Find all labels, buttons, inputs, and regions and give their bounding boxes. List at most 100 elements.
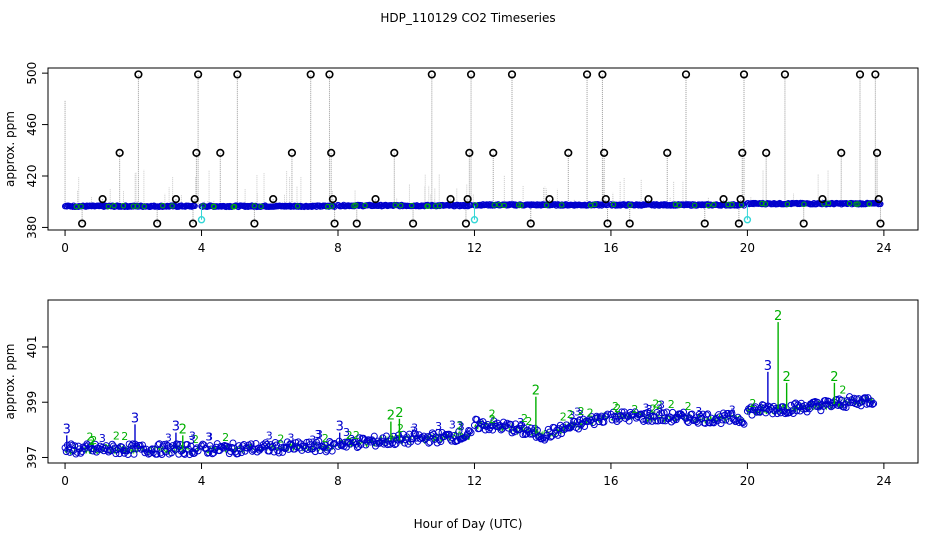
series-3-point — [63, 441, 71, 449]
secondary-point — [105, 203, 112, 210]
series-3-point — [280, 444, 288, 452]
series-2-marker: 2 — [86, 430, 93, 443]
outlier-point — [352, 219, 361, 228]
secondary-point — [518, 202, 524, 209]
outlier-point — [603, 219, 612, 228]
top-y-tick-label: 500 — [25, 62, 39, 85]
series-3-point — [500, 418, 508, 426]
outlier-point — [216, 148, 225, 157]
secondary-point — [120, 203, 127, 209]
series-3-point — [311, 448, 319, 456]
secondary-point — [472, 202, 479, 208]
series-3-point — [680, 408, 688, 416]
outlier-point — [390, 148, 399, 157]
outlier-point — [799, 219, 808, 228]
outlier-point — [465, 148, 474, 157]
secondary-point — [200, 203, 206, 209]
series-3-marker: 3 — [99, 432, 106, 445]
secondary-point — [846, 200, 853, 207]
series-3-point — [507, 420, 515, 428]
outlier-point — [564, 148, 573, 157]
series-3-marker: 3 — [206, 430, 213, 443]
outlier-point — [463, 195, 472, 204]
secondary-point — [362, 202, 368, 209]
secondary-point — [705, 202, 711, 209]
series-3-point — [652, 417, 660, 425]
chart-title: HDP_110129 CO2 Timeseries — [380, 11, 555, 25]
outlier-point — [601, 195, 610, 204]
series-2-marker: 2 — [560, 411, 567, 424]
secondary-point — [294, 203, 301, 209]
secondary-point — [610, 201, 617, 208]
series-3-point — [445, 430, 453, 438]
series-3-point — [281, 445, 289, 453]
series-2-marker: 2 — [650, 402, 657, 415]
secondary-point — [392, 202, 398, 208]
secondary-point — [134, 203, 140, 209]
baseline-point — [191, 202, 198, 210]
bottom-x-tick-label: 4 — [198, 474, 206, 488]
secondary-point — [676, 202, 682, 208]
top-x-tick-label: 8 — [334, 241, 342, 255]
peak-marker: 3 — [764, 359, 772, 374]
series-3-point — [126, 446, 134, 454]
series-2-marker: 2 — [322, 432, 329, 445]
series-3-point — [357, 441, 365, 449]
secondary-point — [855, 201, 861, 207]
outlier-point — [762, 148, 771, 157]
secondary-point — [73, 203, 80, 210]
secondary-point — [351, 203, 357, 209]
series-3-point — [181, 450, 189, 458]
series-3-point — [155, 440, 163, 448]
secondary-point — [866, 201, 872, 207]
outlier-point — [192, 148, 201, 157]
series-3-point — [602, 412, 610, 420]
series-3-point — [424, 433, 432, 441]
series-3-point — [67, 440, 75, 448]
outlier-point — [876, 219, 885, 228]
series-2-marker: 2 — [578, 405, 585, 418]
series-3-point — [618, 408, 626, 416]
secondary-point — [762, 201, 769, 207]
bottom-y-tick-label: 401 — [25, 336, 39, 359]
outlier-point — [526, 219, 535, 228]
series-3-point — [247, 440, 255, 448]
outlier-point — [325, 70, 334, 79]
outlier-point — [98, 195, 107, 204]
series-3-point — [533, 426, 541, 434]
bottom-x-tick-label: 12 — [467, 474, 482, 488]
secondary-point — [160, 202, 166, 209]
series-3-point — [77, 449, 85, 457]
series-3-point — [425, 439, 433, 447]
outlier-point — [736, 195, 745, 204]
series-3-point — [688, 410, 696, 418]
series-2-marker: 2 — [90, 434, 97, 447]
series-2-marker: 2 — [567, 408, 574, 421]
secondary-point — [515, 202, 522, 208]
series-2-marker: 2 — [668, 398, 675, 411]
outlier-point — [837, 148, 846, 157]
series-3-marker: 3 — [457, 419, 464, 432]
series-2-marker: 2 — [749, 397, 756, 410]
series-3-point — [797, 399, 805, 407]
series-3-marker: 3 — [517, 416, 524, 429]
outlier-point — [739, 70, 749, 79]
series-3-point — [283, 438, 291, 446]
series-2-marker: 2 — [652, 398, 659, 411]
secondary-point — [111, 202, 117, 209]
series-2-marker: 2 — [612, 400, 619, 413]
series-3-point — [653, 408, 661, 416]
baseline-point — [875, 201, 882, 208]
secondary-point — [729, 201, 735, 208]
series-3-point — [223, 442, 231, 450]
top-plot-frame — [47, 67, 919, 231]
series-3-point — [740, 420, 748, 428]
series-3-point — [722, 416, 730, 424]
series-3-point — [581, 423, 589, 431]
series-3-point — [352, 440, 360, 448]
series-2-marker: 2 — [113, 430, 120, 443]
outlier-point — [507, 70, 517, 79]
series-3-point — [770, 402, 778, 410]
series-3-point — [370, 432, 378, 440]
series-3-point — [123, 447, 131, 455]
